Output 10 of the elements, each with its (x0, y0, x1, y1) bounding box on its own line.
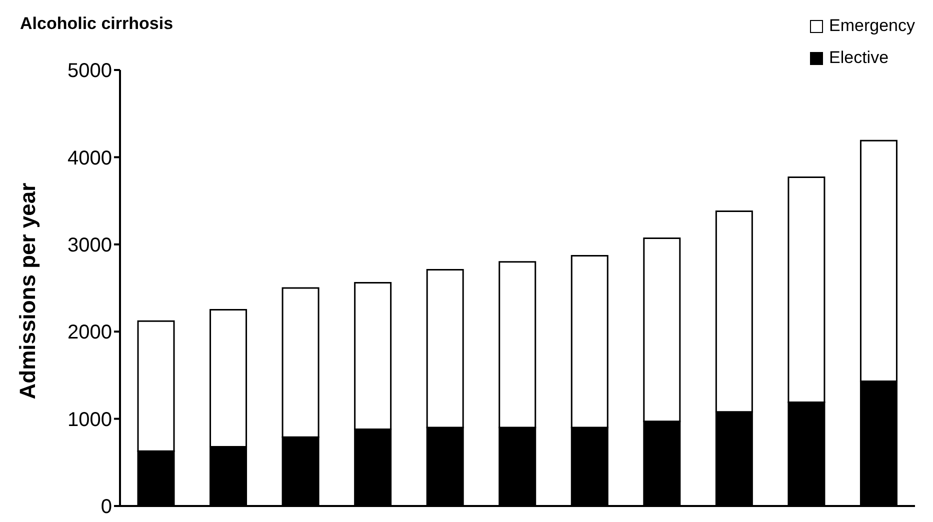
chart-title: Alcoholic cirrhosis (20, 14, 174, 34)
y-tick-label: 3000 (68, 234, 112, 256)
y-tick-label: 1000 (68, 408, 112, 431)
y-axis-title: Admissions per year (15, 182, 41, 400)
legend-label: Elective (829, 48, 889, 68)
y-tick-label: 4000 (68, 147, 112, 170)
legend-label: Emergency (829, 16, 915, 36)
y-tick-label: 0 (100, 496, 112, 518)
y-tick-label: 2000 (68, 322, 112, 344)
y-tick-label: 5000 (68, 60, 112, 82)
